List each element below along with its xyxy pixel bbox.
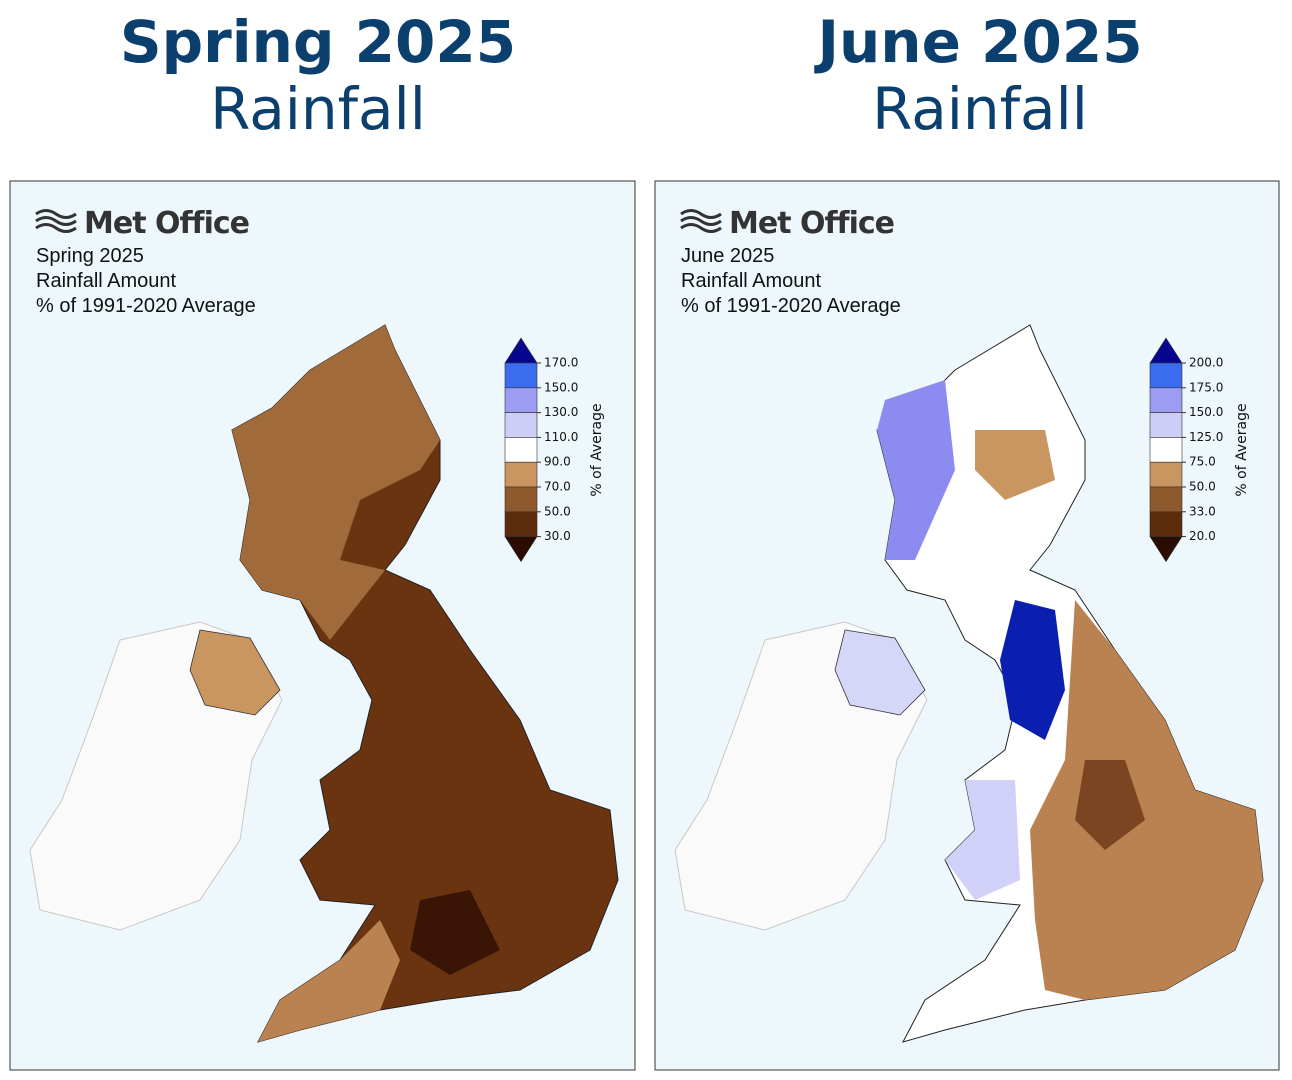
colorbar-tick-label: 110.0 xyxy=(544,430,578,444)
colorbar-tick-label: 50.0 xyxy=(544,504,571,518)
northeast-scotland-region xyxy=(975,430,1055,500)
panel-title: Rainfall xyxy=(872,75,1088,143)
colorbar-bin xyxy=(504,511,538,537)
logo-wave xyxy=(680,223,722,233)
logo-wave xyxy=(35,223,77,233)
panel-title: June 2025 xyxy=(813,8,1142,76)
caption: June 2025 xyxy=(681,245,774,267)
colorbar-tick-label: 150.0 xyxy=(544,380,578,394)
colorbar-bin xyxy=(1149,461,1183,488)
colorbar-bin xyxy=(504,412,538,438)
panel-title: Spring 2025 xyxy=(120,8,516,76)
logo-wave xyxy=(35,216,77,226)
colorbar-tick-label: 20.0 xyxy=(1189,529,1216,543)
colorbar-bin xyxy=(504,461,538,488)
midlands-region xyxy=(1075,760,1145,850)
southwest-region xyxy=(258,920,400,1042)
colorbar-label: % of Average xyxy=(1234,403,1250,496)
logo-wave xyxy=(680,209,722,219)
logo-text: Met Office xyxy=(729,206,894,241)
caption: Rainfall Amount xyxy=(36,270,177,292)
caption: Spring 2025 xyxy=(36,245,144,267)
colorbar-tick-label: 75.0 xyxy=(1189,455,1216,469)
colorbar-extend xyxy=(504,536,538,563)
caption: % of 1991-2020 Average xyxy=(36,295,256,317)
caption: Rainfall Amount xyxy=(681,270,822,292)
colorbar-bin xyxy=(1149,437,1183,463)
colorbar-bin xyxy=(1149,387,1183,413)
logo-icon xyxy=(680,209,722,233)
logo-wave xyxy=(680,216,722,226)
colorbar-label: % of Average xyxy=(589,403,605,496)
colorbar-tick-label: 50.0 xyxy=(1189,480,1216,494)
logo-wave xyxy=(35,209,77,219)
colorbar-tick-label: 170.0 xyxy=(544,356,578,370)
colorbar-bin xyxy=(504,437,538,463)
logo-icon xyxy=(35,209,77,233)
colorbar-bin xyxy=(504,362,538,389)
colorbar-tick-label: 33.0 xyxy=(1189,504,1216,518)
south-region xyxy=(410,890,500,975)
colorbar-bin xyxy=(504,486,538,513)
logo-text: Met Office xyxy=(84,206,249,241)
colorbar-bin xyxy=(1149,362,1183,389)
colorbar-tick-label: 30.0 xyxy=(544,529,571,543)
panel-right xyxy=(654,180,1280,1071)
colorbar-tick-label: 70.0 xyxy=(544,480,571,494)
caption: % of 1991-2020 Average xyxy=(681,295,901,317)
scotland-region xyxy=(232,325,440,640)
colorbar-tick-label: 175.0 xyxy=(1189,380,1223,394)
england-dry-region xyxy=(1030,600,1263,1000)
colorbar-tick-label: 125.0 xyxy=(1189,430,1223,444)
colorbar-bin xyxy=(1149,511,1183,537)
colorbar-tick-label: 150.0 xyxy=(1189,405,1223,419)
colorbar-tick-label: 130.0 xyxy=(544,405,578,419)
panel-title: Rainfall xyxy=(210,75,426,143)
colorbar-bin xyxy=(504,387,538,413)
wales-region xyxy=(945,780,1020,900)
colorbar-tick-label: 90.0 xyxy=(544,455,571,469)
colorbar-tick-label: 200.0 xyxy=(1189,356,1223,370)
colorbar-bin xyxy=(1149,412,1183,438)
colorbar-extend xyxy=(1149,536,1183,563)
west-scotland-region xyxy=(877,380,955,560)
cumbria-region xyxy=(1000,600,1065,740)
panel-left xyxy=(9,180,636,1071)
colorbar-bin xyxy=(1149,486,1183,513)
